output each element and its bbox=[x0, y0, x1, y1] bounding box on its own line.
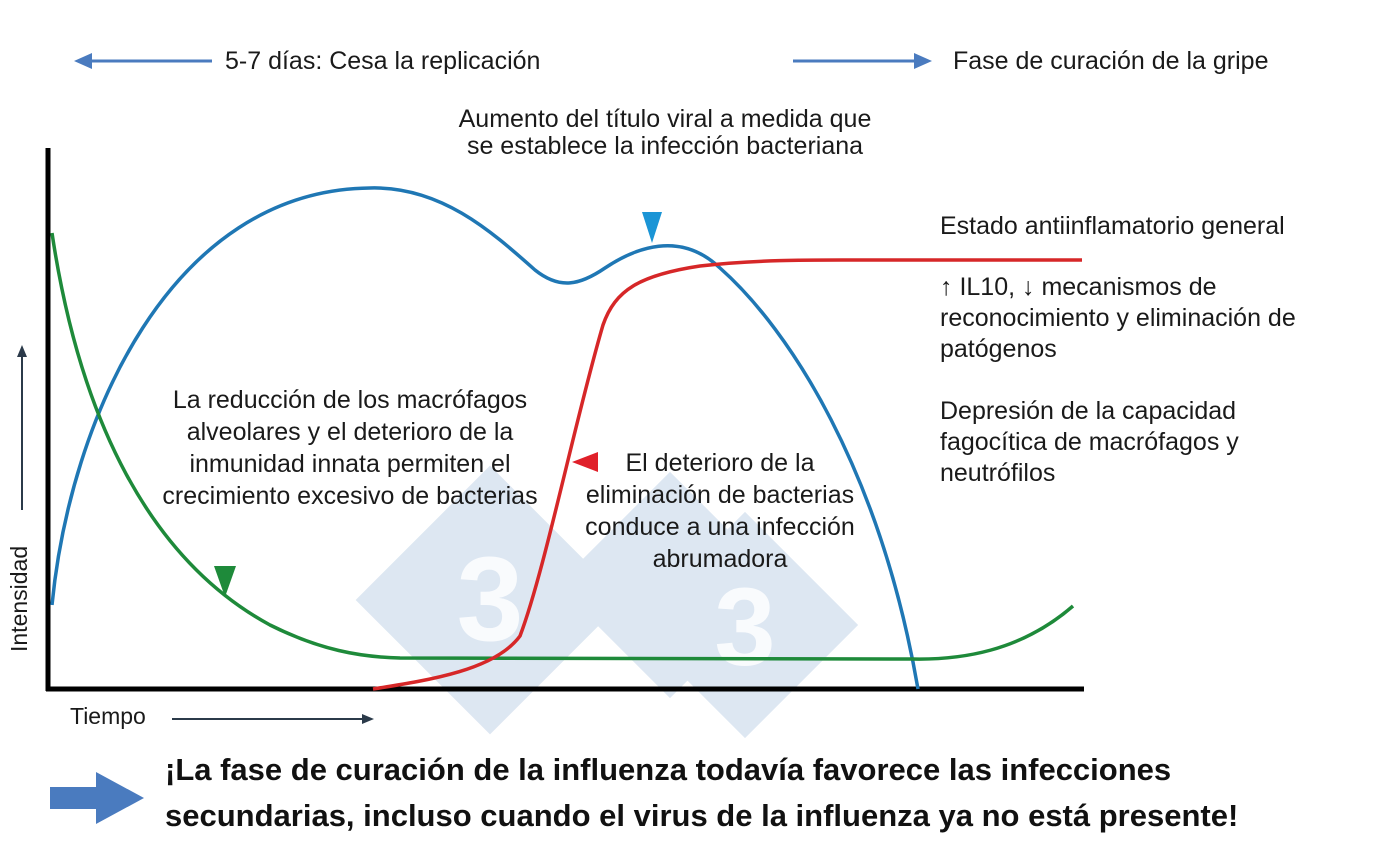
green-marker-icon bbox=[214, 566, 236, 597]
arrow-right-icon bbox=[793, 53, 932, 69]
red-curve bbox=[372, 258, 1082, 691]
annotation-macrophage-reduction: La reducción de los macrófagos alveolare… bbox=[162, 386, 538, 510]
y-axis-label: Intensidad bbox=[6, 545, 32, 652]
x-axis-label: Tiempo bbox=[70, 703, 146, 729]
annotation-viral-titer: Aumento del título viral a medida que se… bbox=[458, 105, 872, 160]
annotation-clearance-deterioration: El deterioro de la eliminación de bacter… bbox=[585, 449, 855, 573]
header-left-label: 5-7 días: Cesa la replicación bbox=[225, 47, 541, 75]
annotation-anti-inflammatory: Estado antiinflamatorio general bbox=[940, 212, 1285, 240]
svg-text:3: 3 bbox=[714, 566, 775, 689]
annotation-phagocytic: Depresión de la capacidad fagocítica de … bbox=[940, 397, 1239, 487]
blue-curve bbox=[50, 186, 920, 690]
x-axis-arrow-icon bbox=[172, 714, 374, 724]
arrow-right-bold-icon bbox=[50, 772, 144, 824]
arrow-left-icon bbox=[74, 53, 212, 69]
header-right-label: Fase de curación de la gripe bbox=[953, 47, 1269, 75]
footer-message-line1: ¡La fase de curación de la influenza tod… bbox=[165, 752, 1172, 787]
footer-message-line2: secundarias, incluso cuando el virus de … bbox=[165, 798, 1239, 833]
red-marker-icon bbox=[572, 452, 598, 472]
green-curve bbox=[50, 232, 1075, 661]
y-axis-arrow-icon bbox=[17, 345, 27, 510]
annotation-il10: ↑ IL10, ↓ mecanismos de reconocimiento y… bbox=[940, 273, 1296, 363]
chart-axes bbox=[45, 148, 1084, 692]
blue-marker-icon bbox=[642, 212, 662, 243]
